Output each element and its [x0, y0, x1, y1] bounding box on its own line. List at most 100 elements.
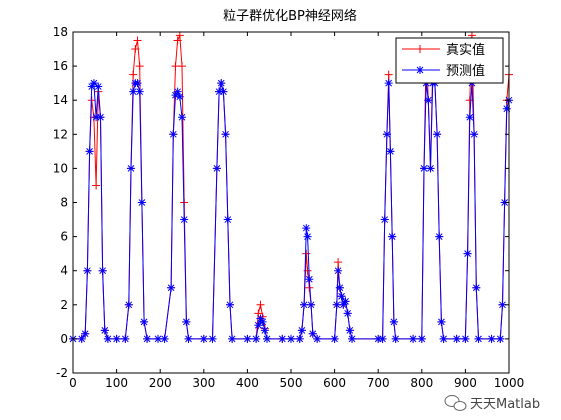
data-point	[424, 96, 433, 105]
x-tick-label: 800	[410, 376, 433, 390]
data-point	[308, 329, 317, 338]
data-point	[256, 314, 265, 323]
data-point	[83, 266, 92, 275]
data-point	[335, 283, 344, 292]
data-point	[96, 113, 105, 122]
legend: 真实值 预测值	[395, 37, 504, 84]
data-point	[129, 87, 138, 96]
data-point	[389, 317, 398, 326]
data-point	[463, 249, 472, 258]
data-point	[384, 79, 393, 88]
data-point	[260, 326, 269, 335]
data-point	[341, 297, 350, 306]
data-point	[252, 334, 261, 343]
data-point	[472, 283, 481, 292]
y-tick-label: 2	[60, 298, 68, 312]
data-point	[154, 334, 163, 343]
data-point	[124, 300, 133, 309]
data-point	[409, 334, 418, 343]
y-tick-label: 6	[60, 230, 68, 244]
data-point	[474, 334, 483, 343]
data-point	[126, 164, 135, 173]
data-point	[348, 334, 357, 343]
data-point	[337, 292, 346, 301]
data-point	[330, 334, 339, 343]
y-tick-label: 14	[53, 93, 68, 107]
data-point	[169, 130, 178, 139]
data-point	[386, 147, 395, 156]
x-tick-label: 700	[367, 376, 390, 390]
data-point	[502, 104, 511, 113]
data-point	[496, 334, 505, 343]
data-point	[263, 334, 272, 343]
x-tick-label: 400	[236, 376, 259, 390]
data-point	[171, 91, 180, 100]
data-point	[129, 70, 138, 79]
data-point	[313, 334, 322, 343]
x-tick-label: 900	[454, 376, 477, 390]
data-point	[140, 317, 149, 326]
data-point	[417, 334, 426, 343]
data-point	[182, 317, 191, 326]
data-point	[100, 326, 109, 335]
data-point	[219, 87, 228, 96]
data-point	[178, 62, 186, 71]
y-tick-label: 4	[60, 264, 68, 278]
tick-layer: 0 100 200 300 400 500 600 700 800 900 1000-2024681…	[53, 25, 525, 390]
data-point	[94, 82, 103, 91]
data-point	[103, 334, 112, 343]
data-point	[77, 334, 86, 343]
data-point	[254, 321, 263, 330]
data-point	[278, 334, 287, 343]
data-point	[388, 232, 397, 241]
y-tick-label: 16	[53, 59, 68, 73]
data-point	[433, 130, 442, 139]
legend-label-true: 真实值	[446, 42, 485, 58]
data-point	[215, 87, 224, 96]
legend-box	[395, 37, 504, 84]
data-point	[287, 334, 295, 343]
data-point	[437, 317, 446, 326]
data-point	[391, 334, 400, 343]
data-point	[89, 79, 98, 88]
y-tick-label: 12	[53, 127, 68, 141]
data-point	[225, 300, 234, 309]
data-point	[258, 317, 267, 326]
x-tick-label: 600	[323, 376, 346, 390]
wechat-bubble-icon	[444, 395, 467, 411]
data-point	[498, 300, 507, 309]
data-point	[135, 87, 144, 96]
data-point	[305, 275, 314, 284]
data-point	[500, 198, 509, 207]
data-point	[175, 31, 184, 40]
data-point	[487, 334, 496, 343]
data-point	[175, 92, 184, 101]
data-point	[199, 334, 208, 343]
data-point	[180, 215, 189, 224]
data-point	[461, 334, 470, 343]
data-point	[378, 334, 387, 343]
data-point	[256, 300, 265, 309]
data-point	[92, 113, 101, 122]
data-point	[470, 130, 479, 139]
watermark-text: 天天Matlab	[470, 397, 540, 412]
x-tick-label: 1000	[494, 376, 525, 390]
y-tick-label: 10	[53, 161, 68, 175]
data-point	[184, 334, 193, 343]
data-point	[228, 334, 237, 343]
y-tick-label: -2	[56, 366, 68, 380]
data-point	[208, 334, 217, 343]
data-point	[384, 70, 393, 79]
data-point	[374, 334, 383, 343]
data-point	[435, 232, 444, 241]
data-point	[121, 334, 130, 343]
data-point	[85, 147, 94, 156]
data-point	[173, 36, 182, 45]
x-tick-label: 300	[192, 376, 215, 390]
watermark: 天天Matlab	[444, 395, 540, 412]
chart-title: 粒子群优化BP神经网络	[223, 8, 357, 24]
x-tick-label: 200	[149, 376, 172, 390]
y-tick-label: 0	[60, 332, 68, 346]
data-point	[380, 215, 389, 224]
